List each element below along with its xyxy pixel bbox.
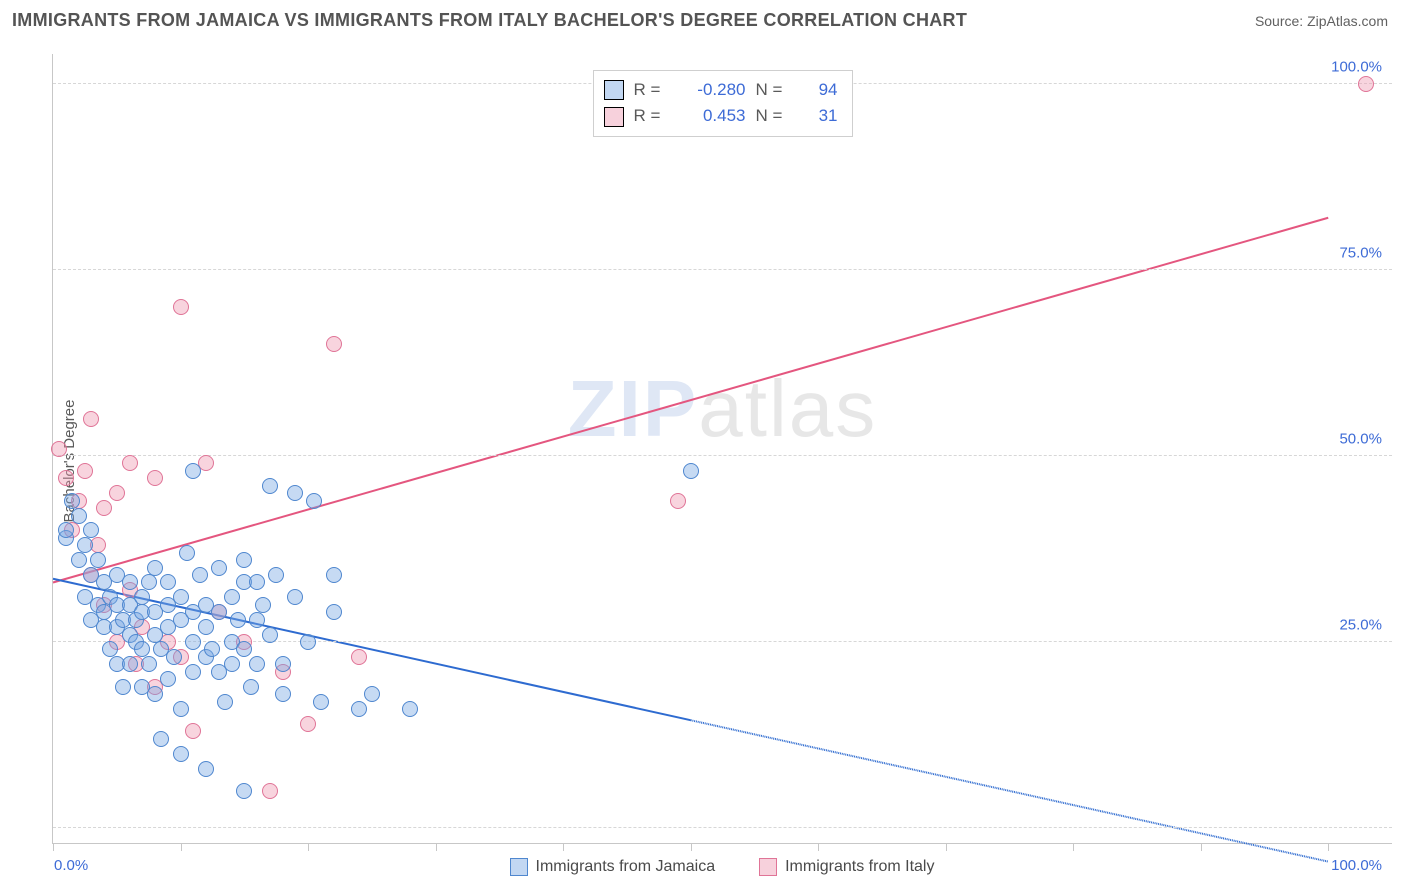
y-tick-label: 100.0% <box>1331 58 1382 75</box>
trend-lines <box>53 54 1392 843</box>
legend-r-value-b: 0.453 <box>682 103 746 129</box>
x-tick <box>691 843 692 851</box>
plot-area: ZIPatlas R = -0.280 N = 94 R = 0.453 N =… <box>52 54 1392 844</box>
x-tick <box>946 843 947 851</box>
x-tick <box>1328 843 1329 851</box>
legend-label-b: Immigrants from Italy <box>785 858 934 876</box>
legend-swatch-a <box>604 80 624 100</box>
x-tick <box>563 843 564 851</box>
legend-label-a: Immigrants from Jamaica <box>536 858 716 876</box>
x-tick <box>1073 843 1074 851</box>
legend-n-value-a: 94 <box>804 77 838 103</box>
legend-swatch-b-icon <box>759 858 777 876</box>
legend-n-label: N = <box>756 103 794 129</box>
legend-item-a: Immigrants from Jamaica <box>510 858 716 876</box>
legend-row-a: R = -0.280 N = 94 <box>604 77 838 103</box>
legend-row-b: R = 0.453 N = 31 <box>604 103 838 129</box>
x-tick <box>436 843 437 851</box>
legend-item-b: Immigrants from Italy <box>759 858 934 876</box>
chart-title: IMMIGRANTS FROM JAMAICA VS IMMIGRANTS FR… <box>12 10 967 31</box>
gridline <box>53 827 1392 828</box>
correlation-legend: R = -0.280 N = 94 R = 0.453 N = 31 <box>593 70 853 137</box>
legend-swatch-a-icon <box>510 858 528 876</box>
x-tick <box>53 843 54 851</box>
series-legend: Immigrants from Jamaica Immigrants from … <box>52 858 1392 876</box>
legend-r-label: R = <box>634 103 672 129</box>
chart-container: Bachelor's Degree ZIPatlas R = -0.280 N … <box>12 40 1392 882</box>
y-tick-label: 75.0% <box>1339 244 1382 261</box>
gridline <box>53 641 1392 642</box>
legend-r-label: R = <box>634 77 672 103</box>
x-tick <box>181 843 182 851</box>
gridline <box>53 455 1392 456</box>
source-label: Source: ZipAtlas.com <box>1255 13 1388 29</box>
x-tick <box>1201 843 1202 851</box>
y-tick-label: 50.0% <box>1339 430 1382 447</box>
legend-n-label: N = <box>756 77 794 103</box>
y-tick-label: 25.0% <box>1339 617 1382 634</box>
x-tick <box>818 843 819 851</box>
legend-swatch-b <box>604 107 624 127</box>
legend-r-value-a: -0.280 <box>682 77 746 103</box>
x-tick <box>308 843 309 851</box>
gridline <box>53 269 1392 270</box>
legend-n-value-b: 31 <box>804 103 838 129</box>
